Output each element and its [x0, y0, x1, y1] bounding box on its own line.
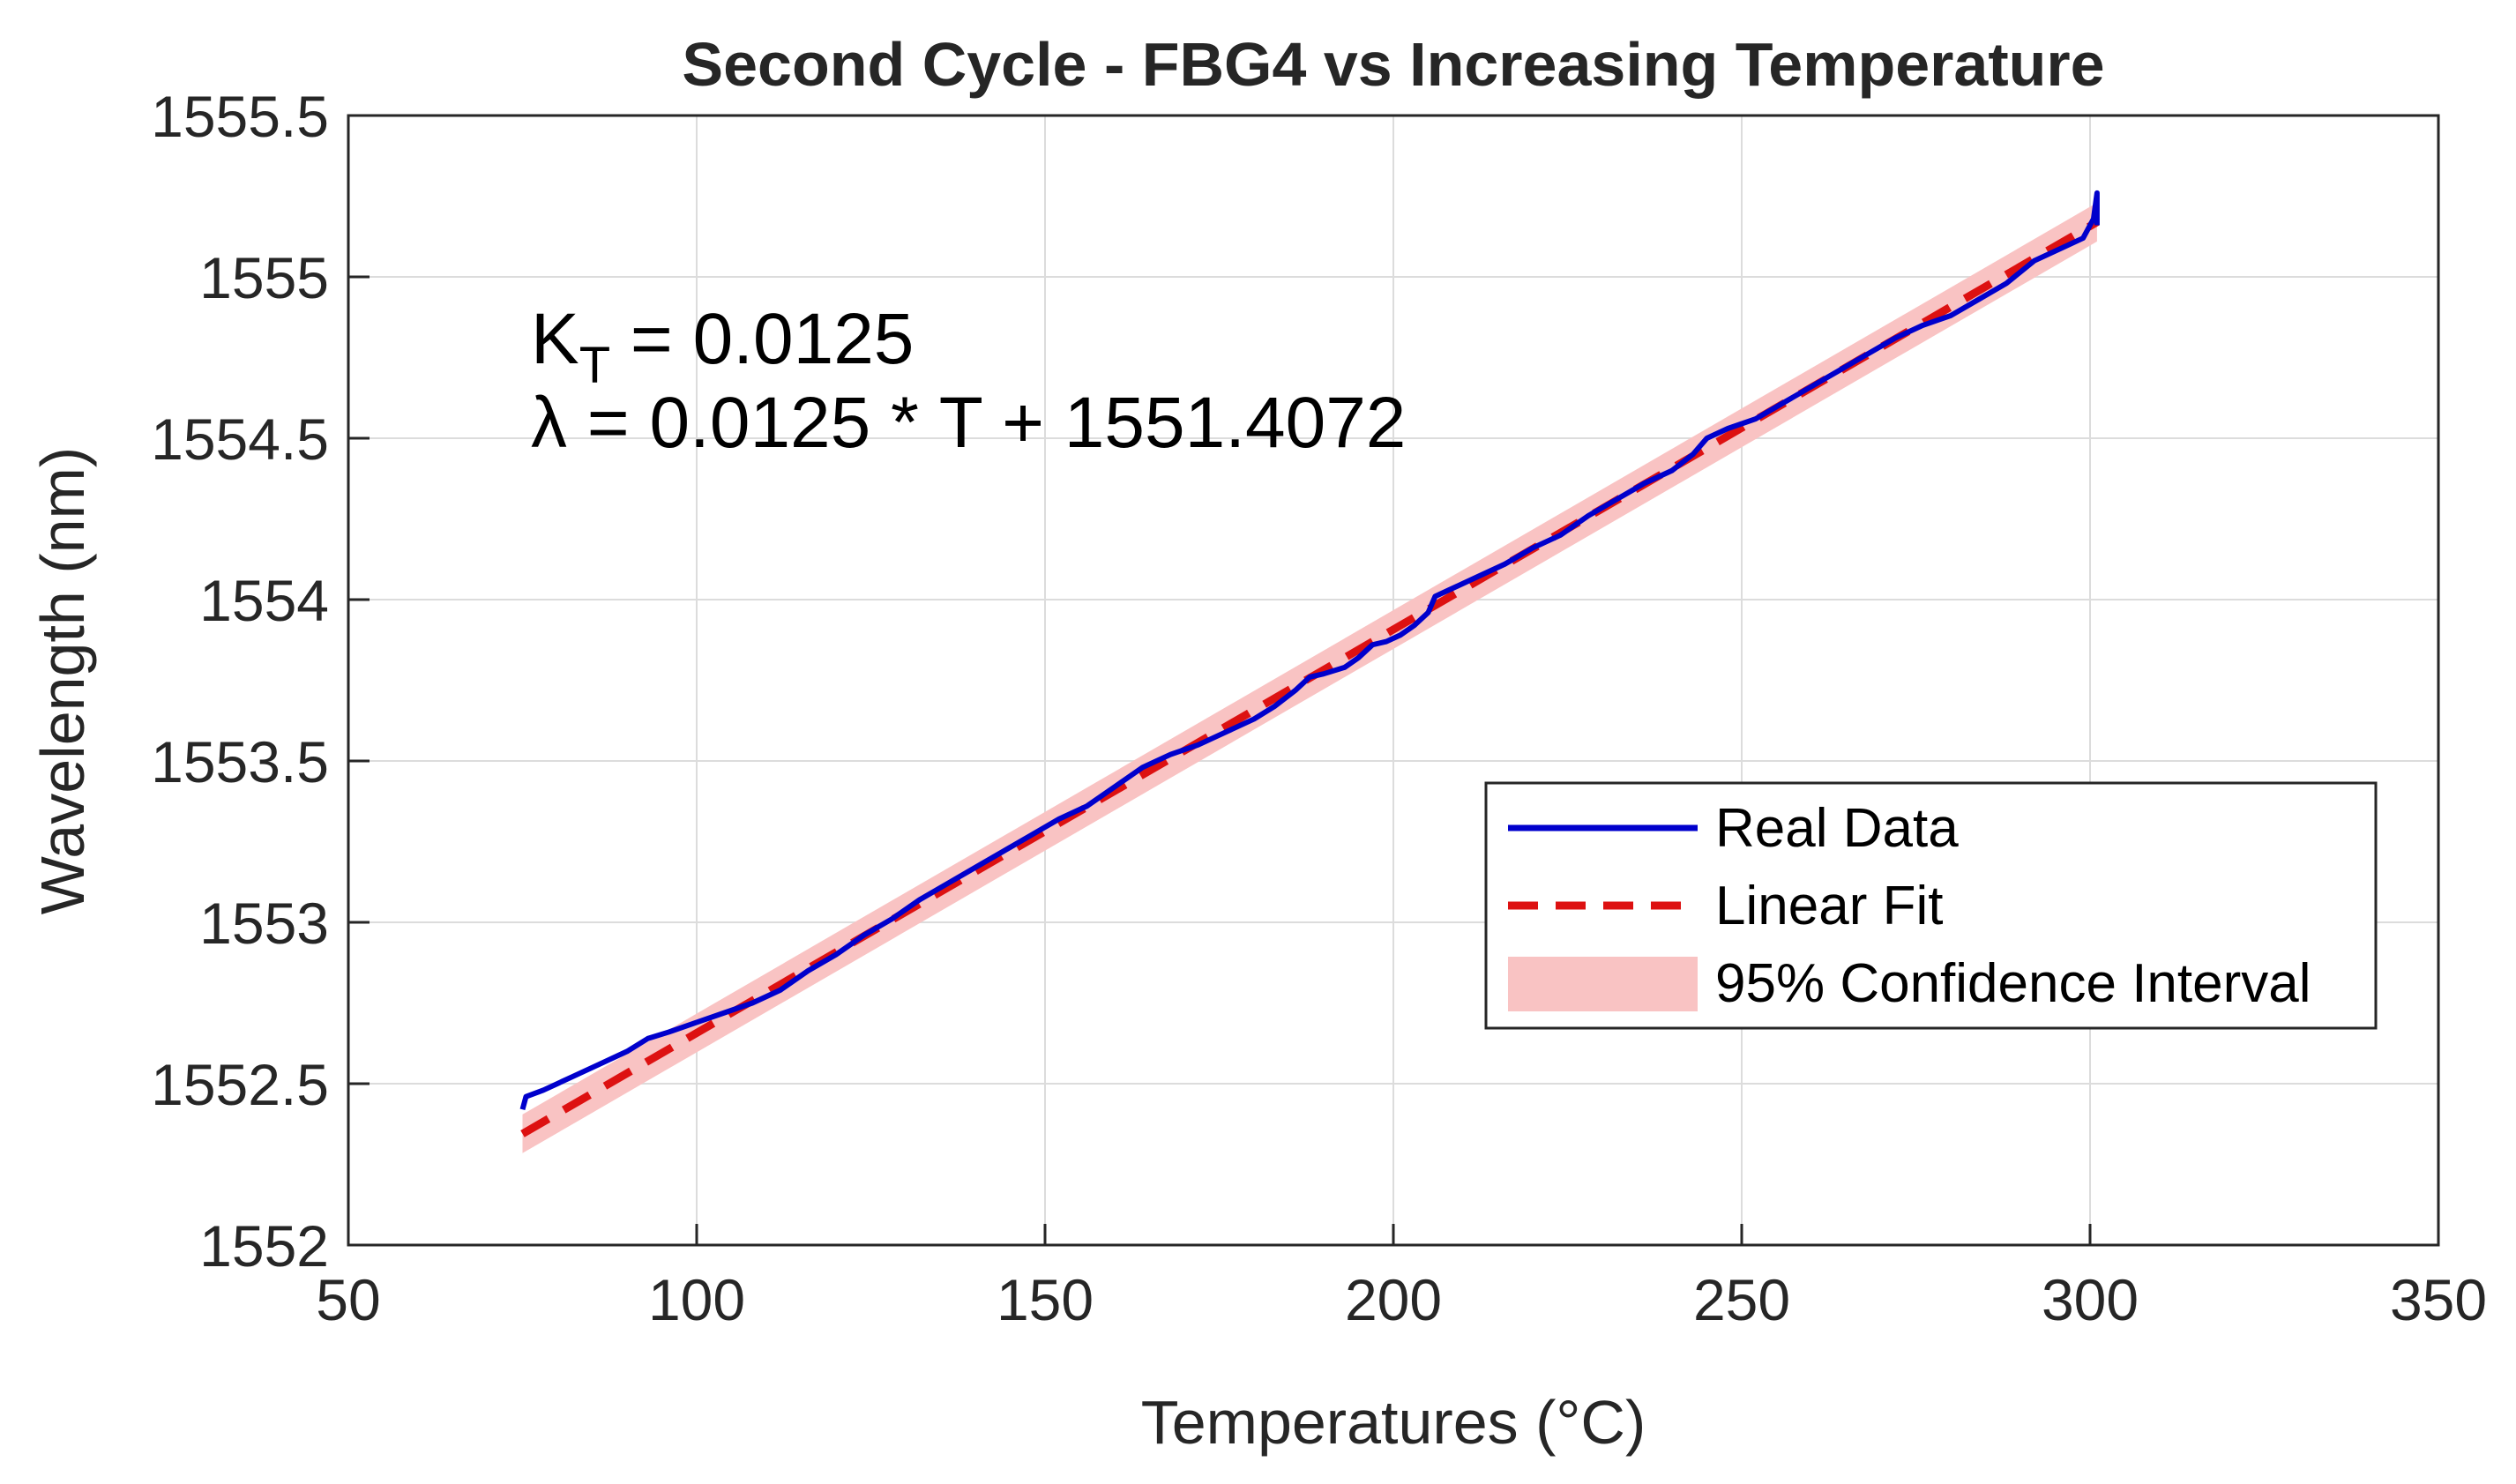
- x-tick-label: 200: [1345, 1267, 1442, 1332]
- x-tick-label: 50: [316, 1267, 380, 1332]
- real-data-line: [519, 190, 2100, 1111]
- legend-label-real-data: Real Data: [1715, 798, 1959, 859]
- y-tick-label: 1555: [199, 245, 329, 310]
- annotation: KT = 0.0125 λ = 0.0125 * T + 1551.4072: [531, 299, 1406, 463]
- y-tick-label: 1552.5: [151, 1052, 329, 1117]
- x-tick-label: 150: [997, 1267, 1094, 1332]
- legend-label-confidence-interval: 95% Confidence Interval: [1715, 953, 2311, 1014]
- legend-label-linear-fit: Linear Fit: [1715, 876, 1943, 936]
- y-axis-ticks: 1552 1552.5 1553 1553.5 1554 1554.5 1555 1555.5: [151, 84, 370, 1279]
- y-tick-label: 1554.5: [151, 406, 329, 472]
- kt-symbol: K: [531, 299, 579, 379]
- legend-swatch-confidence-interval: [1508, 957, 1698, 1011]
- x-tick-label: 300: [2042, 1267, 2139, 1332]
- y-tick-label: 1553: [199, 891, 329, 956]
- y-axis-label: Wavelength (nm): [28, 447, 97, 914]
- svg-text:KT = 0.0125: KT = 0.0125: [531, 299, 914, 394]
- kt-value: = 0.0125: [610, 299, 914, 379]
- y-tick-label: 1553.5: [151, 729, 329, 794]
- x-axis-ticks: 50 100 150 200 250 300 350: [316, 1224, 2487, 1332]
- x-tick-label: 350: [2390, 1267, 2487, 1332]
- y-tick-label: 1555.5: [151, 84, 329, 149]
- chart-title: Second Cycle - FBG4 vs Increasing Temper…: [682, 30, 2104, 99]
- x-tick-label: 100: [648, 1267, 745, 1332]
- kt-subscript: T: [579, 337, 610, 394]
- fit-equation: λ = 0.0125 * T + 1551.4072: [531, 383, 1406, 463]
- legend: Real Data Linear Fit 95% Confidence Inte…: [1484, 781, 2378, 1030]
- y-tick-label: 1554: [199, 568, 329, 633]
- y-tick-label: 1552: [199, 1213, 329, 1279]
- x-axis-label: Temperatures (°C): [1141, 1388, 1646, 1457]
- x-tick-label: 250: [1693, 1267, 1790, 1332]
